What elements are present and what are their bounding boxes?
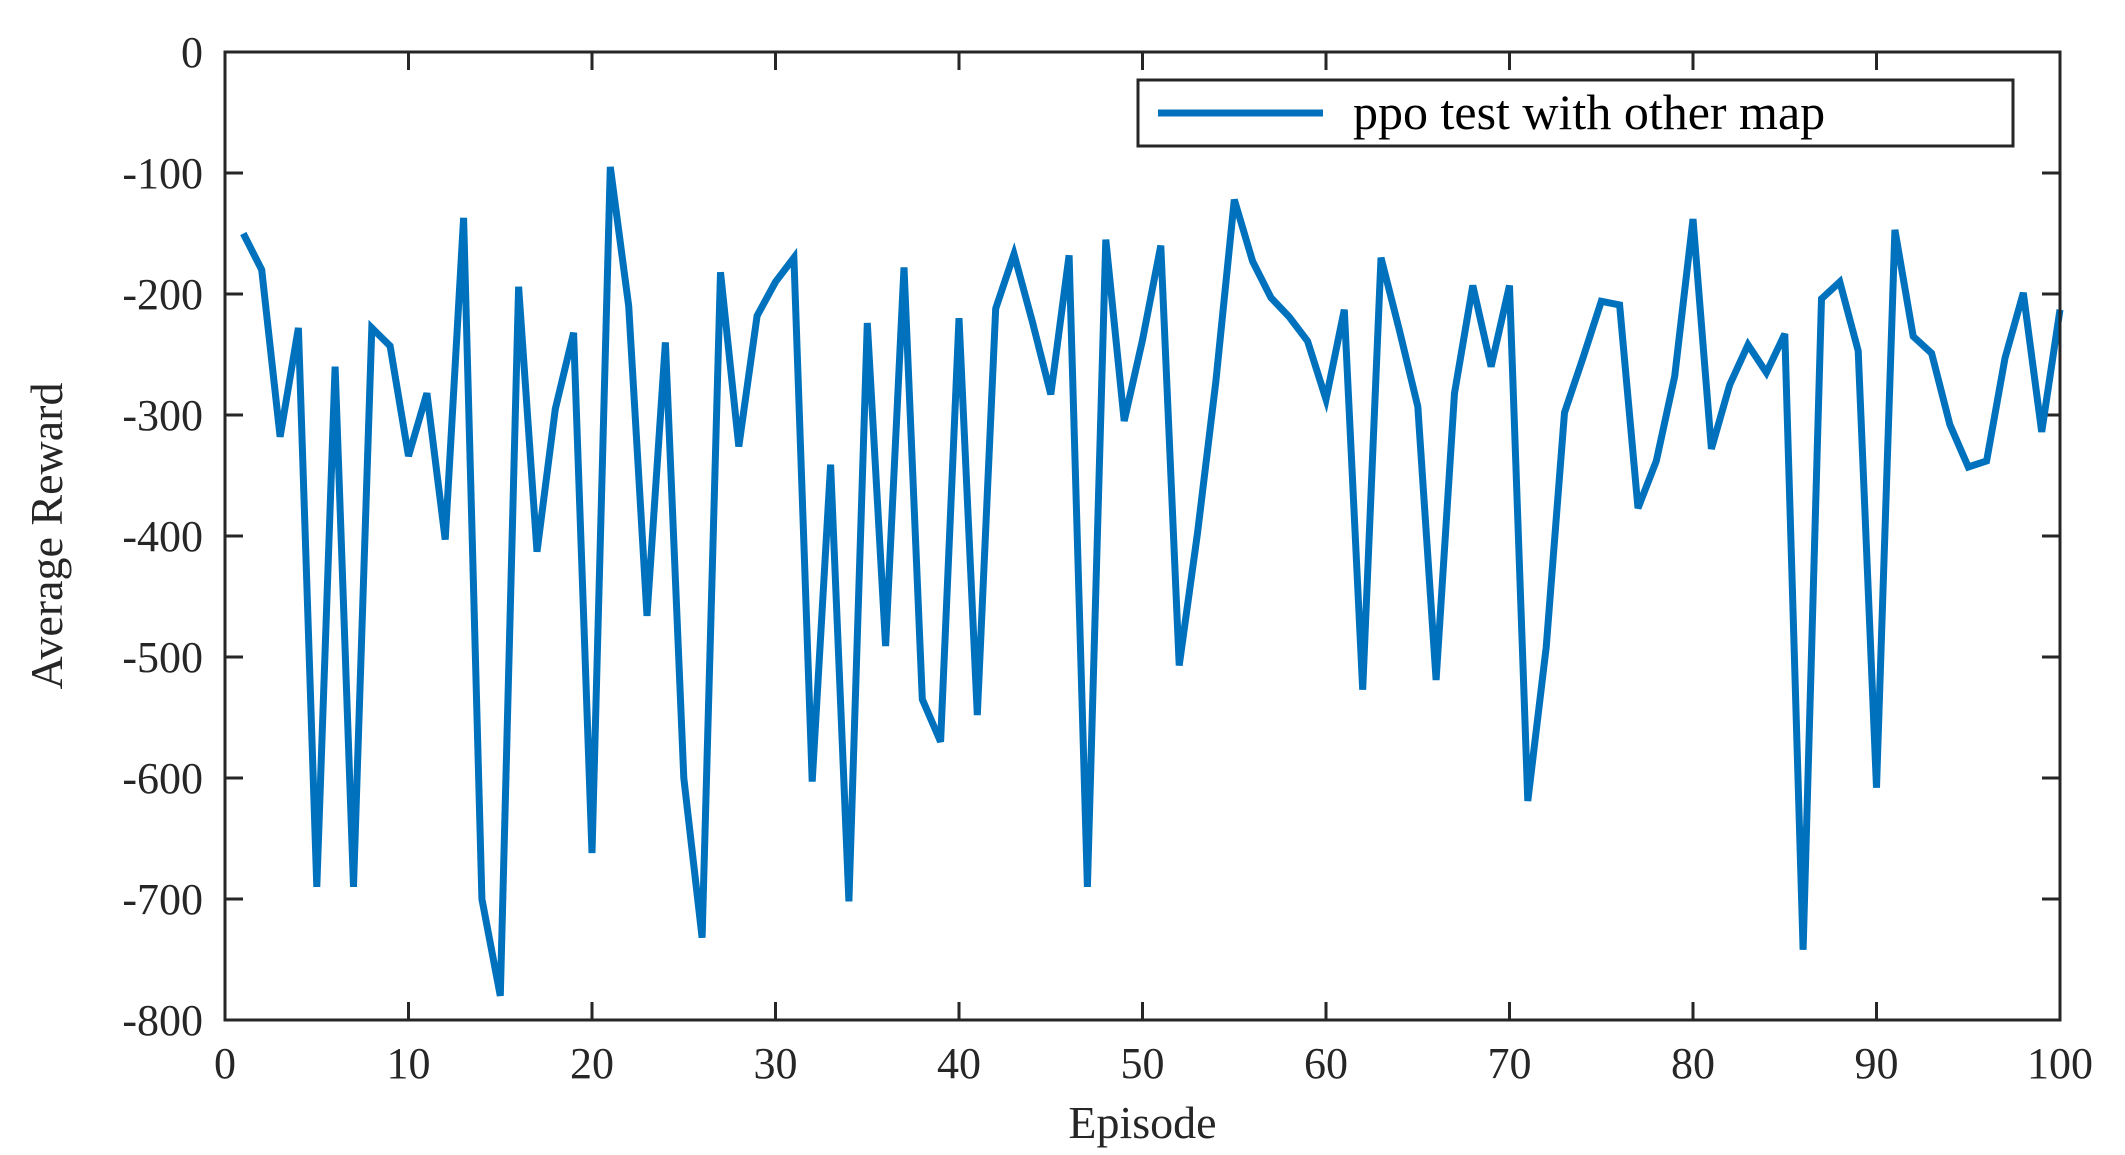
legend: ppo test with other map xyxy=(1136,78,2015,148)
y-tick-label: -700 xyxy=(122,875,203,924)
legend-entry-label: ppo test with other map xyxy=(1353,84,1825,140)
series-layer xyxy=(240,166,2064,997)
x-tick-label: 20 xyxy=(570,1039,614,1088)
x-tick-label: 100 xyxy=(2027,1039,2093,1088)
x-tick-label: 40 xyxy=(937,1039,981,1088)
series-line xyxy=(240,166,2064,997)
x-tick-label: 80 xyxy=(1671,1039,1715,1088)
y-tick-label: -600 xyxy=(122,754,203,803)
x-tick-label: 30 xyxy=(754,1039,798,1088)
x-axis-label: Episode xyxy=(1068,1097,1216,1148)
plot-frame xyxy=(223,50,2062,1022)
x-tick-label: 10 xyxy=(387,1039,431,1088)
y-tick-label: -200 xyxy=(122,270,203,319)
y-tick-label: -800 xyxy=(122,996,203,1045)
y-tick-label: -500 xyxy=(122,633,203,682)
x-tick-label: 0 xyxy=(214,1039,236,1088)
x-tick-label: 70 xyxy=(1488,1039,1532,1088)
y-tick-label: 0 xyxy=(181,28,203,77)
y-axis-ticks: 0 -100 -200 -300 -400 -500 -600 -700 -800 xyxy=(122,28,2060,1045)
y-axis-label: Average Reward xyxy=(21,383,72,690)
y-tick-label: -100 xyxy=(122,149,203,198)
x-tick-label: 90 xyxy=(1855,1039,1899,1088)
x-tick-label: 60 xyxy=(1304,1039,1348,1088)
x-tick-label: 50 xyxy=(1121,1039,1165,1088)
y-tick-label: -400 xyxy=(122,512,203,561)
x-axis-ticks: 0 10 20 30 40 50 60 70 80 90 100 xyxy=(214,52,2093,1088)
y-tick-label: -300 xyxy=(122,391,203,440)
